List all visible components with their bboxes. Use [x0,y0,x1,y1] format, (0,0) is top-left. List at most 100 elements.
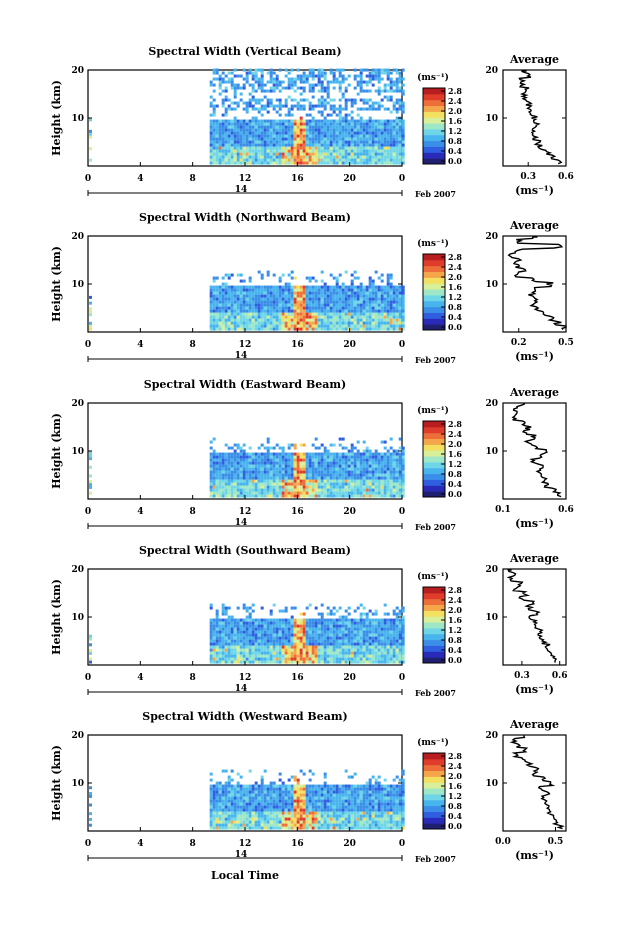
heatmap-cell [359,627,363,631]
heatmap-cell [389,482,393,486]
heatmap-cell [218,455,222,459]
heatmap-cell [266,440,270,444]
heatmap-cell [380,452,384,456]
heatmap-cell [389,300,393,304]
y-tick-label: 20 [71,399,84,409]
heatmap-cell [275,161,279,165]
heatmap-cell [389,452,393,456]
heatmap-cell [299,312,303,316]
heatmap-cell [386,282,390,286]
heatmap-cell [215,630,219,634]
heatmap-cell [314,657,318,661]
heatmap-cell [371,327,375,331]
heatmap-cell [89,660,92,664]
heatmap-cell [278,461,282,465]
heatmap-cell [293,491,297,495]
heatmap-cell [290,161,294,165]
heatmap-cell [248,125,252,129]
heatmap-cell [215,479,219,483]
heatmap-cell [215,119,219,123]
heatmap-cell [248,636,252,640]
heatmap-cell [281,473,285,477]
heatmap-cell [371,137,375,141]
heatmap-cell [353,627,357,631]
heatmap-cell [224,443,228,447]
heatmap-cell [293,452,297,456]
heatmap-cell [254,488,258,492]
heatmap-cell [395,107,399,111]
heatmap-cell [257,473,261,477]
heatmap-cell [257,651,261,655]
heatmap-cell [320,95,324,99]
heatmap-cell [287,161,291,165]
heatmap-cell [224,318,228,322]
heatmap-cell [290,470,294,474]
heatmap-cell [224,113,228,117]
heatmap-cell [374,473,378,477]
heatmap-cell [305,624,309,628]
colorbar-tick-label: 0.4 [448,146,462,156]
heatmap-cell [251,303,255,307]
heatmap-cell [293,654,297,658]
heatmap-cell [401,645,405,649]
heatmap-cell [368,291,372,295]
heatmap-cell [401,452,405,456]
heatmap-cell [314,651,318,655]
heatmap-cell [260,651,264,655]
heatmap-cell [344,86,348,90]
heatmap-cell [374,452,378,456]
heatmap-cell [332,621,336,625]
heatmap-cell [230,309,234,313]
heatmap-cell [209,464,213,468]
heatmap-cell [356,276,360,280]
heatmap-cell [332,122,336,126]
heatmap-cell [242,86,246,90]
heatmap-cell [224,119,228,123]
heatmap-cell [365,83,369,87]
heatmap-cell [341,116,345,120]
heatmap-cell [233,95,237,99]
heatmap-cell [215,137,219,141]
heatmap-cell [89,792,92,795]
heatmap-cell [383,89,387,93]
heatmap-cell [338,303,342,307]
heatmap-cell [266,473,270,477]
heatmap-cell [401,470,405,474]
heatmap-cell [371,624,375,628]
heatmap-cell [305,633,309,637]
heatmap-cell [350,473,354,477]
heatmap-cell [302,633,306,637]
heatmap-cell [239,648,243,652]
heatmap-cell [362,321,366,325]
heatmap-cell [395,324,399,328]
heatmap-cell [323,294,327,298]
heatmap-cell [356,458,360,462]
heatmap-cell [386,303,390,307]
heatmap-cell [380,149,384,153]
heatmap-cell [356,122,360,126]
heatmap-cell [344,621,348,625]
heatmap-cell [344,327,348,331]
x-tick-label: 8 [190,507,196,517]
heatmap-cell [254,125,258,129]
heatmap-cell [251,660,255,664]
heatmap-cell [269,86,273,90]
heatmap-cell [299,161,303,165]
heatmap-cell [242,131,246,135]
heatmap-cell [311,107,315,111]
heatmap-cell [317,83,321,87]
heatmap-cell [341,122,345,126]
heatmap-cell [230,149,234,153]
heatmap-cell [332,140,336,144]
heatmap-cell [392,318,396,322]
heatmap-cell [308,488,312,492]
heatmap-cell [284,86,288,90]
heatmap-cell [314,309,318,313]
heatmap-cell [275,140,279,144]
heatmap-cell [395,464,399,468]
heatmap-cell [251,98,255,102]
heatmap-cell [221,161,225,165]
heatmap-cell [89,132,92,136]
heatmap-cell [395,621,399,625]
heatmap-cell [362,101,366,105]
